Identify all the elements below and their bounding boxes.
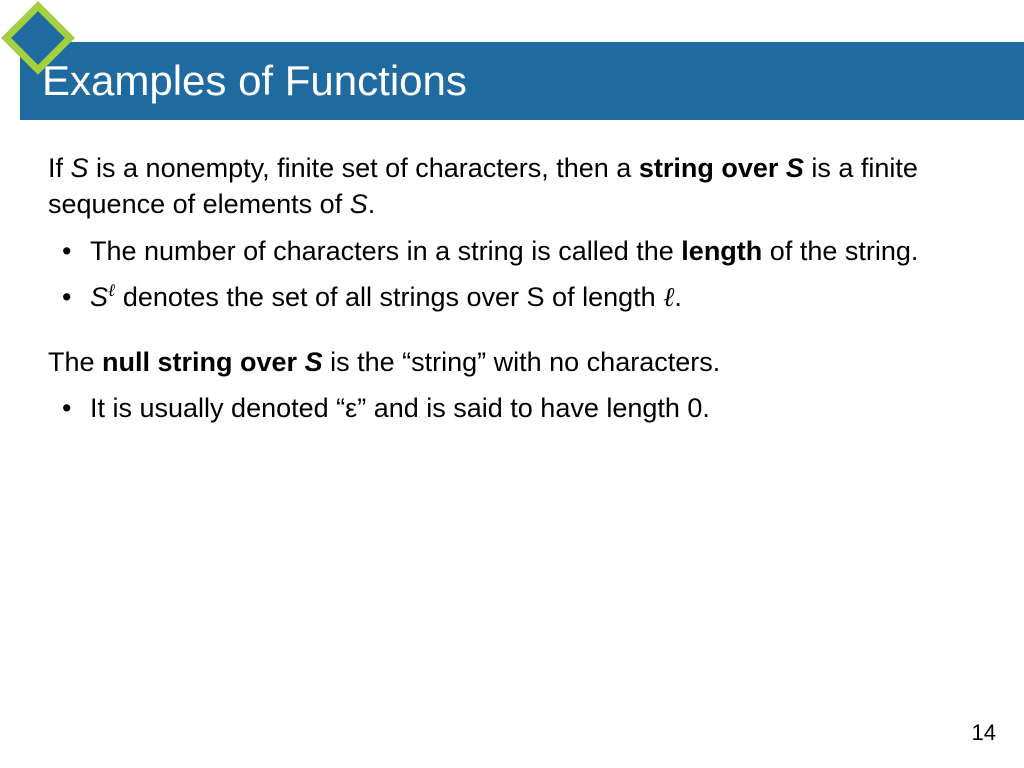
var-S: S <box>90 282 108 312</box>
text: The <box>48 347 102 377</box>
text: If <box>48 153 71 183</box>
bullet-list-2: It is usually denoted “ε” and is said to… <box>48 390 976 426</box>
text: The number of characters in a string is … <box>90 236 681 266</box>
list-item: The number of characters in a string is … <box>90 233 976 269</box>
list-item: It is usually denoted “ε” and is said to… <box>90 390 976 426</box>
text: is the “string” with no characters. <box>323 347 721 377</box>
var-ell: ℓ <box>663 282 674 312</box>
text: . <box>368 189 376 219</box>
term-string-over: string over <box>639 153 786 183</box>
var-S: S <box>71 153 89 183</box>
slide-title: Examples of Functions <box>42 57 467 105</box>
text: denotes the set of all strings over S of… <box>115 282 663 312</box>
text: ” and is said to have length 0. <box>357 393 710 423</box>
text: . <box>674 282 682 312</box>
slide-content: If S is a nonempty, finite set of charac… <box>48 150 976 455</box>
null-string-paragraph: The null string over S is the “string” w… <box>48 344 976 380</box>
title-bar: Examples of Functions <box>20 42 1024 120</box>
var-epsilon: ε <box>345 393 357 423</box>
list-item: Sℓ denotes the set of all strings over S… <box>90 279 976 315</box>
var-S: S <box>786 153 804 183</box>
text: is a nonempty, finite set of characters,… <box>89 153 639 183</box>
text: of the string. <box>762 236 918 266</box>
term-length: length <box>681 236 762 266</box>
var-S: S <box>305 347 323 377</box>
intro-paragraph: If S is a nonempty, finite set of charac… <box>48 150 976 223</box>
term-null-string: null string over <box>102 347 305 377</box>
page-number: 14 <box>972 720 996 746</box>
text: It is usually denoted “ <box>90 393 345 423</box>
bullet-list-1: The number of characters in a string is … <box>48 233 976 316</box>
var-S: S <box>350 189 368 219</box>
